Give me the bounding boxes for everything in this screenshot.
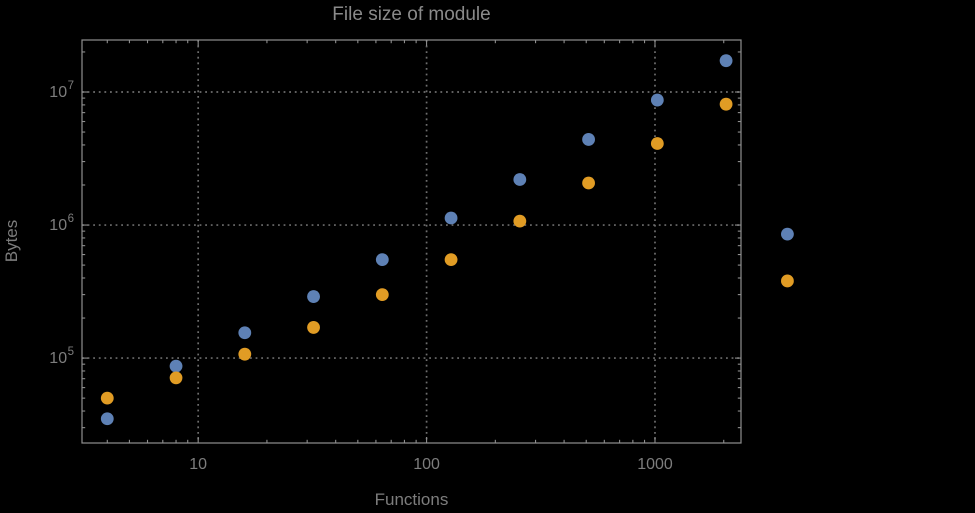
data-point-series1-x16 [238,326,252,340]
data-point-series1-x256 [513,173,527,186]
y-axis-label: Bytes [2,219,21,263]
data-point-series2-x512 [582,176,595,190]
data-point-series1-x32 [307,290,320,303]
data-point-series2-x1024 [650,137,664,150]
data-point-series2-x128 [444,253,458,266]
chart-title: File size of module [332,4,491,25]
data-point-series1-x1024 [650,93,664,107]
data-point-series1-x512 [582,133,595,146]
data-point-series1-x64 [375,253,389,266]
data-point-series2-x256 [513,214,527,228]
data-point-series2-x32 [307,321,320,334]
plot-frame [81,39,742,444]
data-point-series1-x2048 [719,54,733,68]
y-tick-label-1e6: 106 [49,213,74,234]
x-axis-label: Functions [374,490,449,509]
data-point-series2-x4 [100,391,114,405]
data-point-series2-x64 [375,288,389,302]
data-point-series1-x8 [169,359,183,373]
x-tick-label-1000: 1000 [637,456,673,473]
data-point-series2-x8 [169,371,183,385]
data-point-series2-x3800 [781,274,794,288]
data-point-series2-x16 [238,347,252,361]
y-tick-label-1e5: 105 [49,346,74,367]
data-point-series1-x3800 [781,227,794,241]
data-point-series2-x2048 [719,97,733,111]
data-point-series1-x4 [100,412,114,426]
x-tick-label-10: 10 [189,456,207,473]
data-point-series1-x128 [444,211,458,225]
x-tick-label-100: 100 [413,456,440,473]
y-tick-label-1e7: 107 [49,80,74,101]
